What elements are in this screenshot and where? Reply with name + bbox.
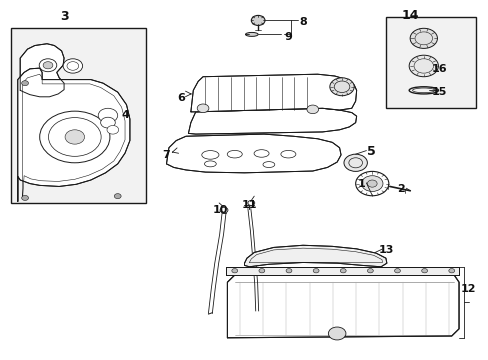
Circle shape [394, 269, 400, 273]
Circle shape [43, 62, 53, 69]
Polygon shape [188, 108, 356, 134]
Polygon shape [244, 245, 386, 267]
Text: 7: 7 [163, 150, 170, 160]
Text: 11: 11 [241, 200, 257, 210]
Circle shape [220, 207, 227, 213]
Text: 16: 16 [431, 64, 447, 74]
Circle shape [63, 59, 82, 73]
Circle shape [328, 327, 345, 340]
Circle shape [343, 154, 366, 171]
Circle shape [101, 117, 115, 128]
Circle shape [40, 111, 110, 163]
Circle shape [361, 176, 382, 192]
Circle shape [21, 81, 28, 86]
Text: 2: 2 [396, 184, 404, 194]
Polygon shape [18, 68, 130, 202]
Circle shape [355, 171, 388, 196]
Text: 1: 1 [357, 179, 365, 189]
Ellipse shape [245, 32, 258, 36]
Circle shape [285, 269, 291, 273]
Circle shape [312, 269, 318, 273]
Circle shape [448, 269, 454, 273]
Circle shape [408, 55, 438, 77]
Polygon shape [225, 267, 458, 275]
Polygon shape [227, 275, 458, 338]
Circle shape [340, 269, 346, 273]
Text: 12: 12 [460, 284, 476, 294]
Circle shape [366, 269, 372, 273]
Polygon shape [166, 134, 340, 173]
Text: 9: 9 [284, 32, 292, 41]
Circle shape [306, 105, 318, 114]
Circle shape [421, 269, 427, 273]
Circle shape [231, 269, 237, 273]
Circle shape [65, 130, 84, 144]
Text: 14: 14 [401, 9, 418, 22]
Circle shape [409, 28, 437, 48]
Bar [11, 28, 145, 203]
Polygon shape [20, 44, 64, 97]
Circle shape [259, 269, 264, 273]
Text: 13: 13 [377, 245, 393, 255]
Bar [385, 17, 475, 108]
Circle shape [251, 15, 264, 26]
Text: 15: 15 [431, 87, 447, 97]
Text: 10: 10 [212, 206, 227, 216]
Circle shape [197, 104, 208, 113]
Text: 8: 8 [299, 17, 306, 27]
Circle shape [247, 201, 254, 206]
Text: 5: 5 [366, 145, 375, 158]
Text: 4: 4 [121, 111, 129, 121]
Circle shape [39, 59, 57, 72]
Circle shape [329, 78, 353, 96]
Circle shape [21, 195, 28, 201]
Text: 3: 3 [60, 10, 68, 23]
Circle shape [366, 180, 376, 187]
Polygon shape [190, 74, 356, 112]
Circle shape [114, 194, 121, 199]
Circle shape [98, 108, 118, 123]
Circle shape [107, 126, 119, 134]
Text: 6: 6 [177, 93, 184, 103]
